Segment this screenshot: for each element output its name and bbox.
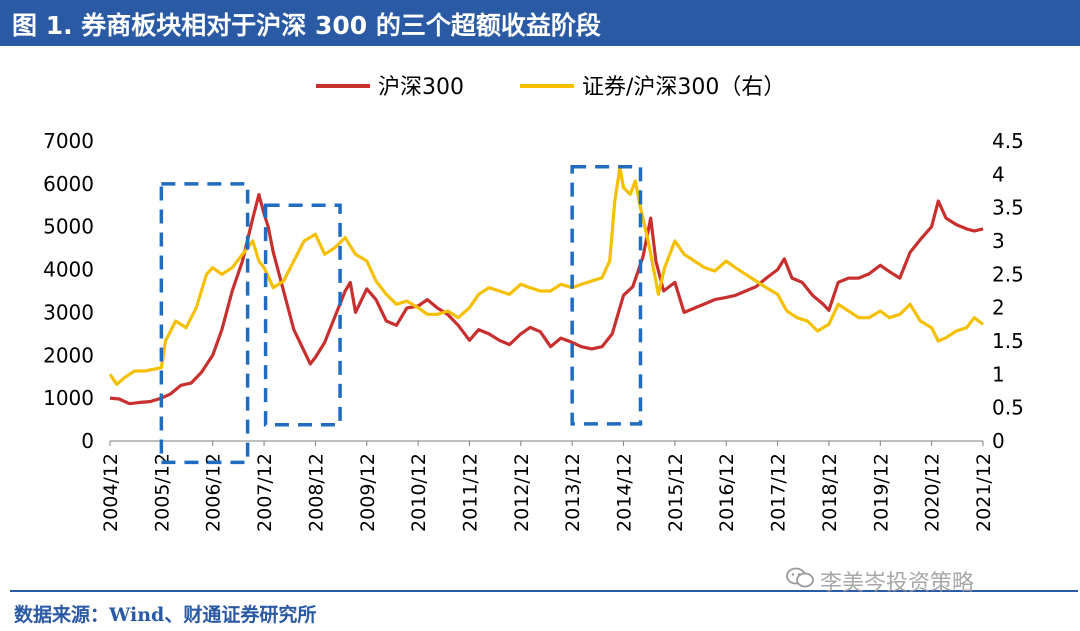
watermark: 李美岑投资策略 <box>820 571 975 596</box>
y-right-tick-label: 4.5 <box>992 129 1024 153</box>
highlight-box <box>263 203 342 427</box>
y-axis-right: 0 0.5 1 1.5 2 2.5 3 3.5 4 4.5 <box>992 129 1024 453</box>
legend: 沪深300 证券/沪深300（右） <box>316 75 785 100</box>
x-tick-label: 2009/12 <box>357 453 379 532</box>
y-left-tick-label: 6000 <box>43 172 94 196</box>
line-chart: 沪深300 证券/沪深300（右） 0 1000 2000 3000 4000 5000 60… <box>43 75 1024 532</box>
y-right-tick-label: 2 <box>992 296 1005 320</box>
x-tick-label: 2012/12 <box>511 453 533 532</box>
x-tick-label: 2006/12 <box>203 453 225 532</box>
source-note: 数据来源：Wind、财通证券研究所 <box>14 604 317 626</box>
x-tick-label: 2017/12 <box>768 453 790 532</box>
series-line-securities-ratio <box>108 166 984 386</box>
y-left-tick-label: 5000 <box>43 215 94 239</box>
plot-area <box>108 166 984 442</box>
title-bar: 图 1. 券商板块相对于沪深 300 的三个超额收益阶段 <box>0 0 1080 46</box>
x-axis: 2004/12 2005/12 2006/12 2007/12 2008/12 2009/… <box>100 441 995 532</box>
highlight-box <box>570 164 643 426</box>
x-tick-label: 2021/12 <box>973 453 995 532</box>
y-left-tick-label: 3000 <box>43 300 94 324</box>
y-right-tick-label: 0 <box>992 429 1005 453</box>
x-tick-label: 2018/12 <box>819 453 841 532</box>
y-left-tick-label: 0 <box>81 429 94 453</box>
wechat-icon <box>786 567 814 588</box>
x-tick-label: 2008/12 <box>305 453 327 532</box>
y-left-tick-label: 4000 <box>43 258 94 282</box>
legend-label-securities-ratio: 证券/沪深300（右） <box>582 75 785 100</box>
x-tick-label: 2019/12 <box>870 453 892 532</box>
x-tick-label: 2007/12 <box>254 453 276 532</box>
x-tick-label: 2013/12 <box>562 453 584 532</box>
y-left-tick-label: 1000 <box>43 386 94 410</box>
y-right-tick-label: 3.5 <box>992 196 1024 220</box>
highlight-boxes <box>159 164 643 465</box>
footer-rule <box>10 590 1078 592</box>
x-tick-label: 2004/12 <box>100 453 122 532</box>
y-right-tick-label: 1 <box>992 362 1005 386</box>
y-right-tick-label: 1.5 <box>992 329 1024 353</box>
legend-label-hs300: 沪深300 <box>378 75 464 100</box>
x-tick-label: 2020/12 <box>922 453 944 532</box>
x-tick-label: 2016/12 <box>716 453 738 532</box>
y-right-tick-label: 3 <box>992 229 1005 253</box>
series-line-hs300 <box>109 193 984 406</box>
x-tick-label: 2015/12 <box>665 453 687 532</box>
x-tick-label: 2010/12 <box>408 453 430 532</box>
y-right-tick-label: 0.5 <box>992 396 1024 420</box>
y-right-tick-label: 4 <box>992 162 1005 186</box>
y-left-tick-label: 2000 <box>43 343 94 367</box>
x-tick-label: 2011/12 <box>459 453 481 532</box>
y-axis-left: 0 1000 2000 3000 4000 5000 6000 7000 <box>43 129 94 453</box>
x-tick-label: 2005/12 <box>151 453 173 532</box>
y-right-tick-label: 2.5 <box>992 262 1024 286</box>
x-tick-label: 2014/12 <box>614 453 636 532</box>
y-left-tick-label: 7000 <box>43 129 94 153</box>
figure-title: 图 1. 券商板块相对于沪深 300 的三个超额收益阶段 <box>12 11 601 40</box>
